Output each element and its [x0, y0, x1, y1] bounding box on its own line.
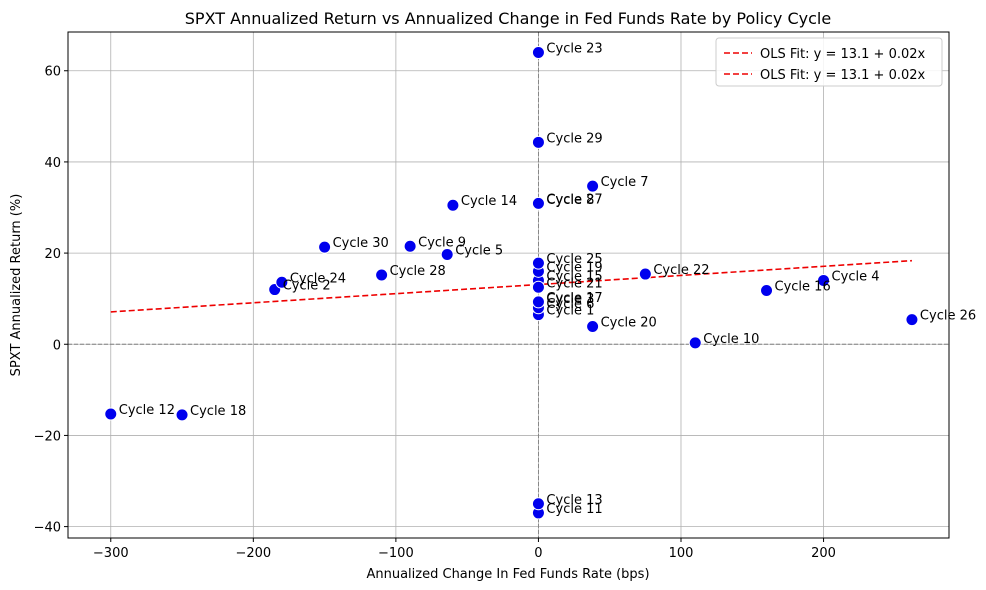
data-point-label: Cycle 22	[653, 263, 709, 278]
data-point-label: Cycle 10	[703, 332, 759, 347]
data-point	[275, 275, 289, 289]
data-point-label: Cycle 4	[832, 269, 880, 284]
y-tick-label: 20	[44, 247, 61, 262]
data-point	[586, 319, 600, 333]
x-tick-label: 200	[811, 546, 836, 561]
x-axis-ticks: −300 −200 −100 0 100 200	[93, 538, 836, 561]
data-point	[760, 283, 774, 297]
data-point-label: Cycle 17	[546, 291, 602, 306]
data-point	[531, 497, 545, 511]
data-point	[531, 256, 545, 270]
data-point	[531, 46, 545, 60]
data-point	[175, 408, 189, 422]
data-point	[446, 198, 460, 212]
data-point	[817, 273, 831, 287]
data-point-label: Cycle 25	[546, 252, 602, 267]
legend-entry-label: OLS Fit: y = 13.1 + 0.02x	[760, 47, 926, 62]
y-axis-ticks: −40 −20 0 20 40 60	[34, 65, 68, 536]
y-tick-label: −20	[34, 429, 61, 444]
x-tick-label: 100	[669, 546, 694, 561]
legend-entry-label: OLS Fit: y = 13.1 + 0.02x	[760, 68, 926, 83]
data-point-label: Cycle 7	[601, 175, 649, 190]
data-point-label: Cycle 1	[546, 304, 594, 319]
data-point-label: Cycle 23	[546, 42, 602, 57]
data-point-label: Cycle 8	[546, 193, 594, 208]
fit-line-group	[110, 259, 912, 313]
data-point	[638, 267, 652, 281]
data-points	[104, 46, 919, 520]
data-point-label: Cycle 27	[546, 192, 602, 207]
legend-box	[715, 37, 943, 87]
data-point-label: Cycle 19	[546, 260, 602, 275]
data-point-label: Cycle 2	[283, 279, 331, 294]
data-point-label: Cycle 18	[190, 404, 246, 419]
data-point-label: Cycle 11	[546, 502, 602, 517]
data-point-label: Cycle 6	[546, 297, 594, 312]
data-point	[531, 135, 545, 149]
data-point-label: Cycle 12	[119, 403, 175, 418]
data-point	[531, 280, 545, 294]
x-tick-label: −100	[378, 546, 414, 561]
plot-area-frame	[67, 31, 950, 539]
data-point-label: Cycle 20	[601, 315, 657, 330]
data-point	[104, 407, 118, 421]
data-point	[531, 196, 545, 210]
data-point-label: Cycle 30	[333, 236, 389, 251]
data-point-label: Cycle 21	[546, 276, 602, 291]
x-tick-label: −200	[235, 546, 271, 561]
data-point-label: Cycle 9	[418, 235, 466, 250]
data-point	[403, 239, 417, 253]
data-point	[586, 179, 600, 193]
y-tick-label: 60	[44, 65, 61, 80]
data-point-label: Cycle 13	[546, 493, 602, 508]
x-tick-label: 0	[534, 546, 542, 561]
data-point-label: Cycle 5	[455, 243, 503, 258]
y-tick-label: 0	[53, 338, 61, 353]
data-point	[318, 240, 332, 254]
data-point	[905, 313, 919, 327]
data-point	[531, 295, 545, 309]
data-point-label: Cycle 16	[775, 279, 831, 294]
ols-fit-line	[110, 259, 912, 313]
legend: OLS Fit: y = 13.1 + 0.02x OLS Fit: y = 13…	[715, 37, 943, 87]
chart-title: SPXT Annualized Return vs Annualized Cha…	[185, 9, 831, 28]
y-tick-label: −40	[34, 521, 61, 536]
data-point-label: Cycle 14	[461, 194, 517, 209]
data-point-label: Cycle 29	[546, 131, 602, 146]
x-axis-label: Annualized Change In Fed Funds Rate (bps…	[366, 567, 649, 582]
data-point-label: Cycle 3	[546, 292, 594, 307]
data-point-label: Cycle 24	[290, 271, 346, 286]
data-point-label: Cycle 15	[546, 269, 602, 284]
data-point	[440, 247, 454, 261]
data-point-label: Cycle 26	[920, 309, 976, 324]
y-tick-label: 40	[44, 156, 61, 171]
y-axis-label: SPXT Annualized Return (%)	[9, 194, 24, 377]
data-point	[375, 268, 389, 282]
x-tick-label: −300	[93, 546, 129, 561]
data-point	[688, 336, 702, 350]
data-point-label: Cycle 28	[390, 264, 446, 279]
